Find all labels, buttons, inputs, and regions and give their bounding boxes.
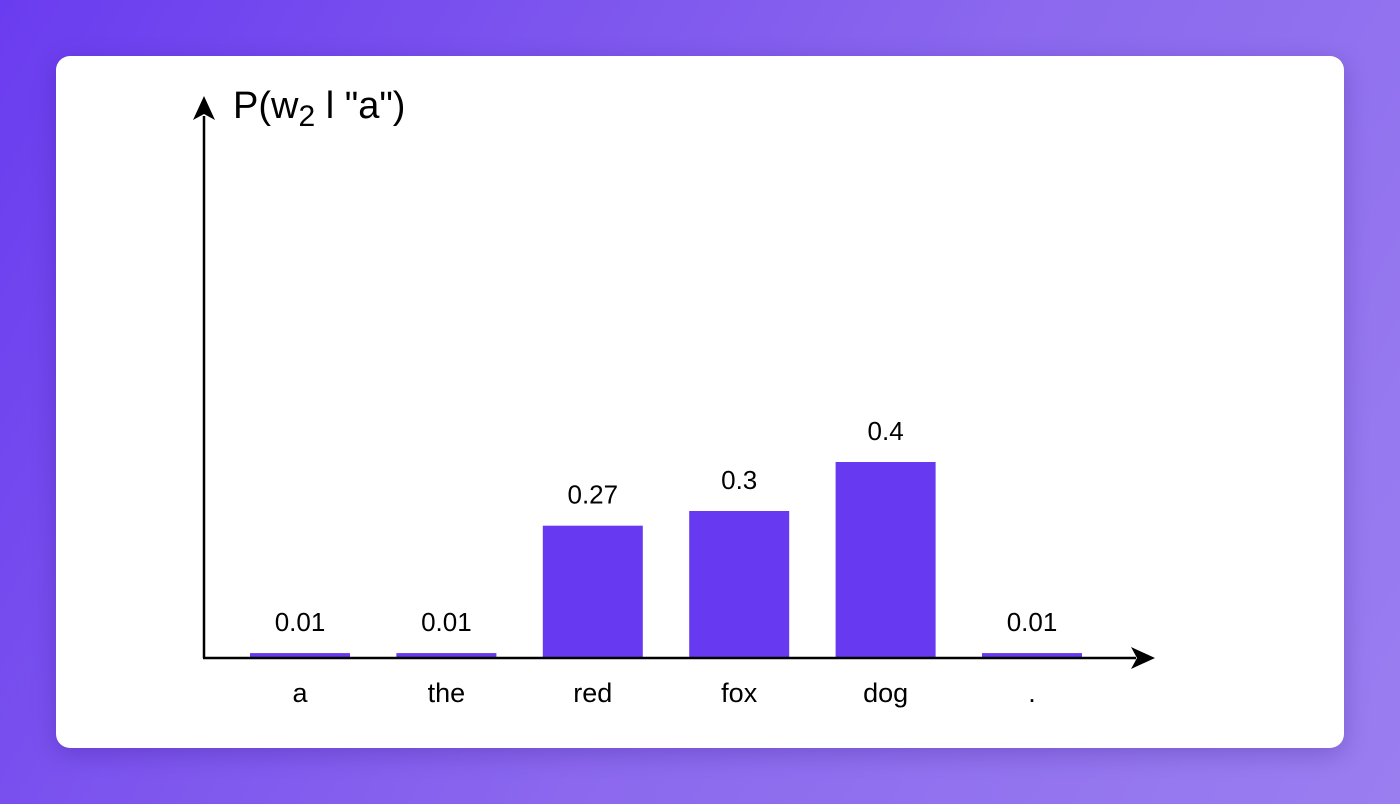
- bar-1: [396, 653, 497, 658]
- bar-value-label-3: 0.3: [721, 465, 757, 495]
- bars-layer: [250, 462, 1082, 658]
- bar-chart: 0.01 0.01 0.27 0.3 0.4 0.01 a the red fox dog.: [193, 96, 1155, 708]
- chart-card: P(w2 l "a") 0.01 0.01 0.27 0.3 0.4 0.01 a the r…: [56, 56, 1344, 748]
- y-axis-arrowhead: [193, 96, 215, 120]
- bar-0: [250, 653, 350, 658]
- category-label-4: dog: [863, 678, 908, 708]
- bar-5: [982, 653, 1082, 658]
- bar-value-label-0: 0.01: [275, 607, 326, 637]
- y-axis-title: P(w2 l "a"): [233, 84, 406, 132]
- category-label-2: red: [573, 678, 612, 708]
- bar-value-label-2: 0.27: [567, 480, 618, 510]
- value-labels-layer: 0.01 0.01 0.27 0.3 0.4 0.01: [275, 416, 1058, 637]
- category-label-1: the: [428, 678, 466, 708]
- bar-value-label-4: 0.4: [868, 416, 904, 446]
- y-axis-title-subscript: 2: [298, 100, 316, 133]
- y-axis-title-main: P(w: [233, 85, 299, 127]
- bar-value-label-5: 0.01: [1007, 607, 1058, 637]
- bar-2: [542, 525, 643, 658]
- bar-3: [689, 511, 790, 658]
- bar-value-label-1: 0.01: [421, 607, 472, 637]
- category-label-3: fox: [721, 678, 758, 708]
- x-axis-arrowhead: [1131, 647, 1155, 669]
- category-label-0: a: [292, 678, 308, 708]
- category-labels-layer: a the red fox dog.: [292, 678, 1035, 708]
- y-axis-title-tail: l "a"): [315, 85, 406, 127]
- bar-4: [835, 462, 936, 658]
- category-label-5: .: [1028, 678, 1036, 708]
